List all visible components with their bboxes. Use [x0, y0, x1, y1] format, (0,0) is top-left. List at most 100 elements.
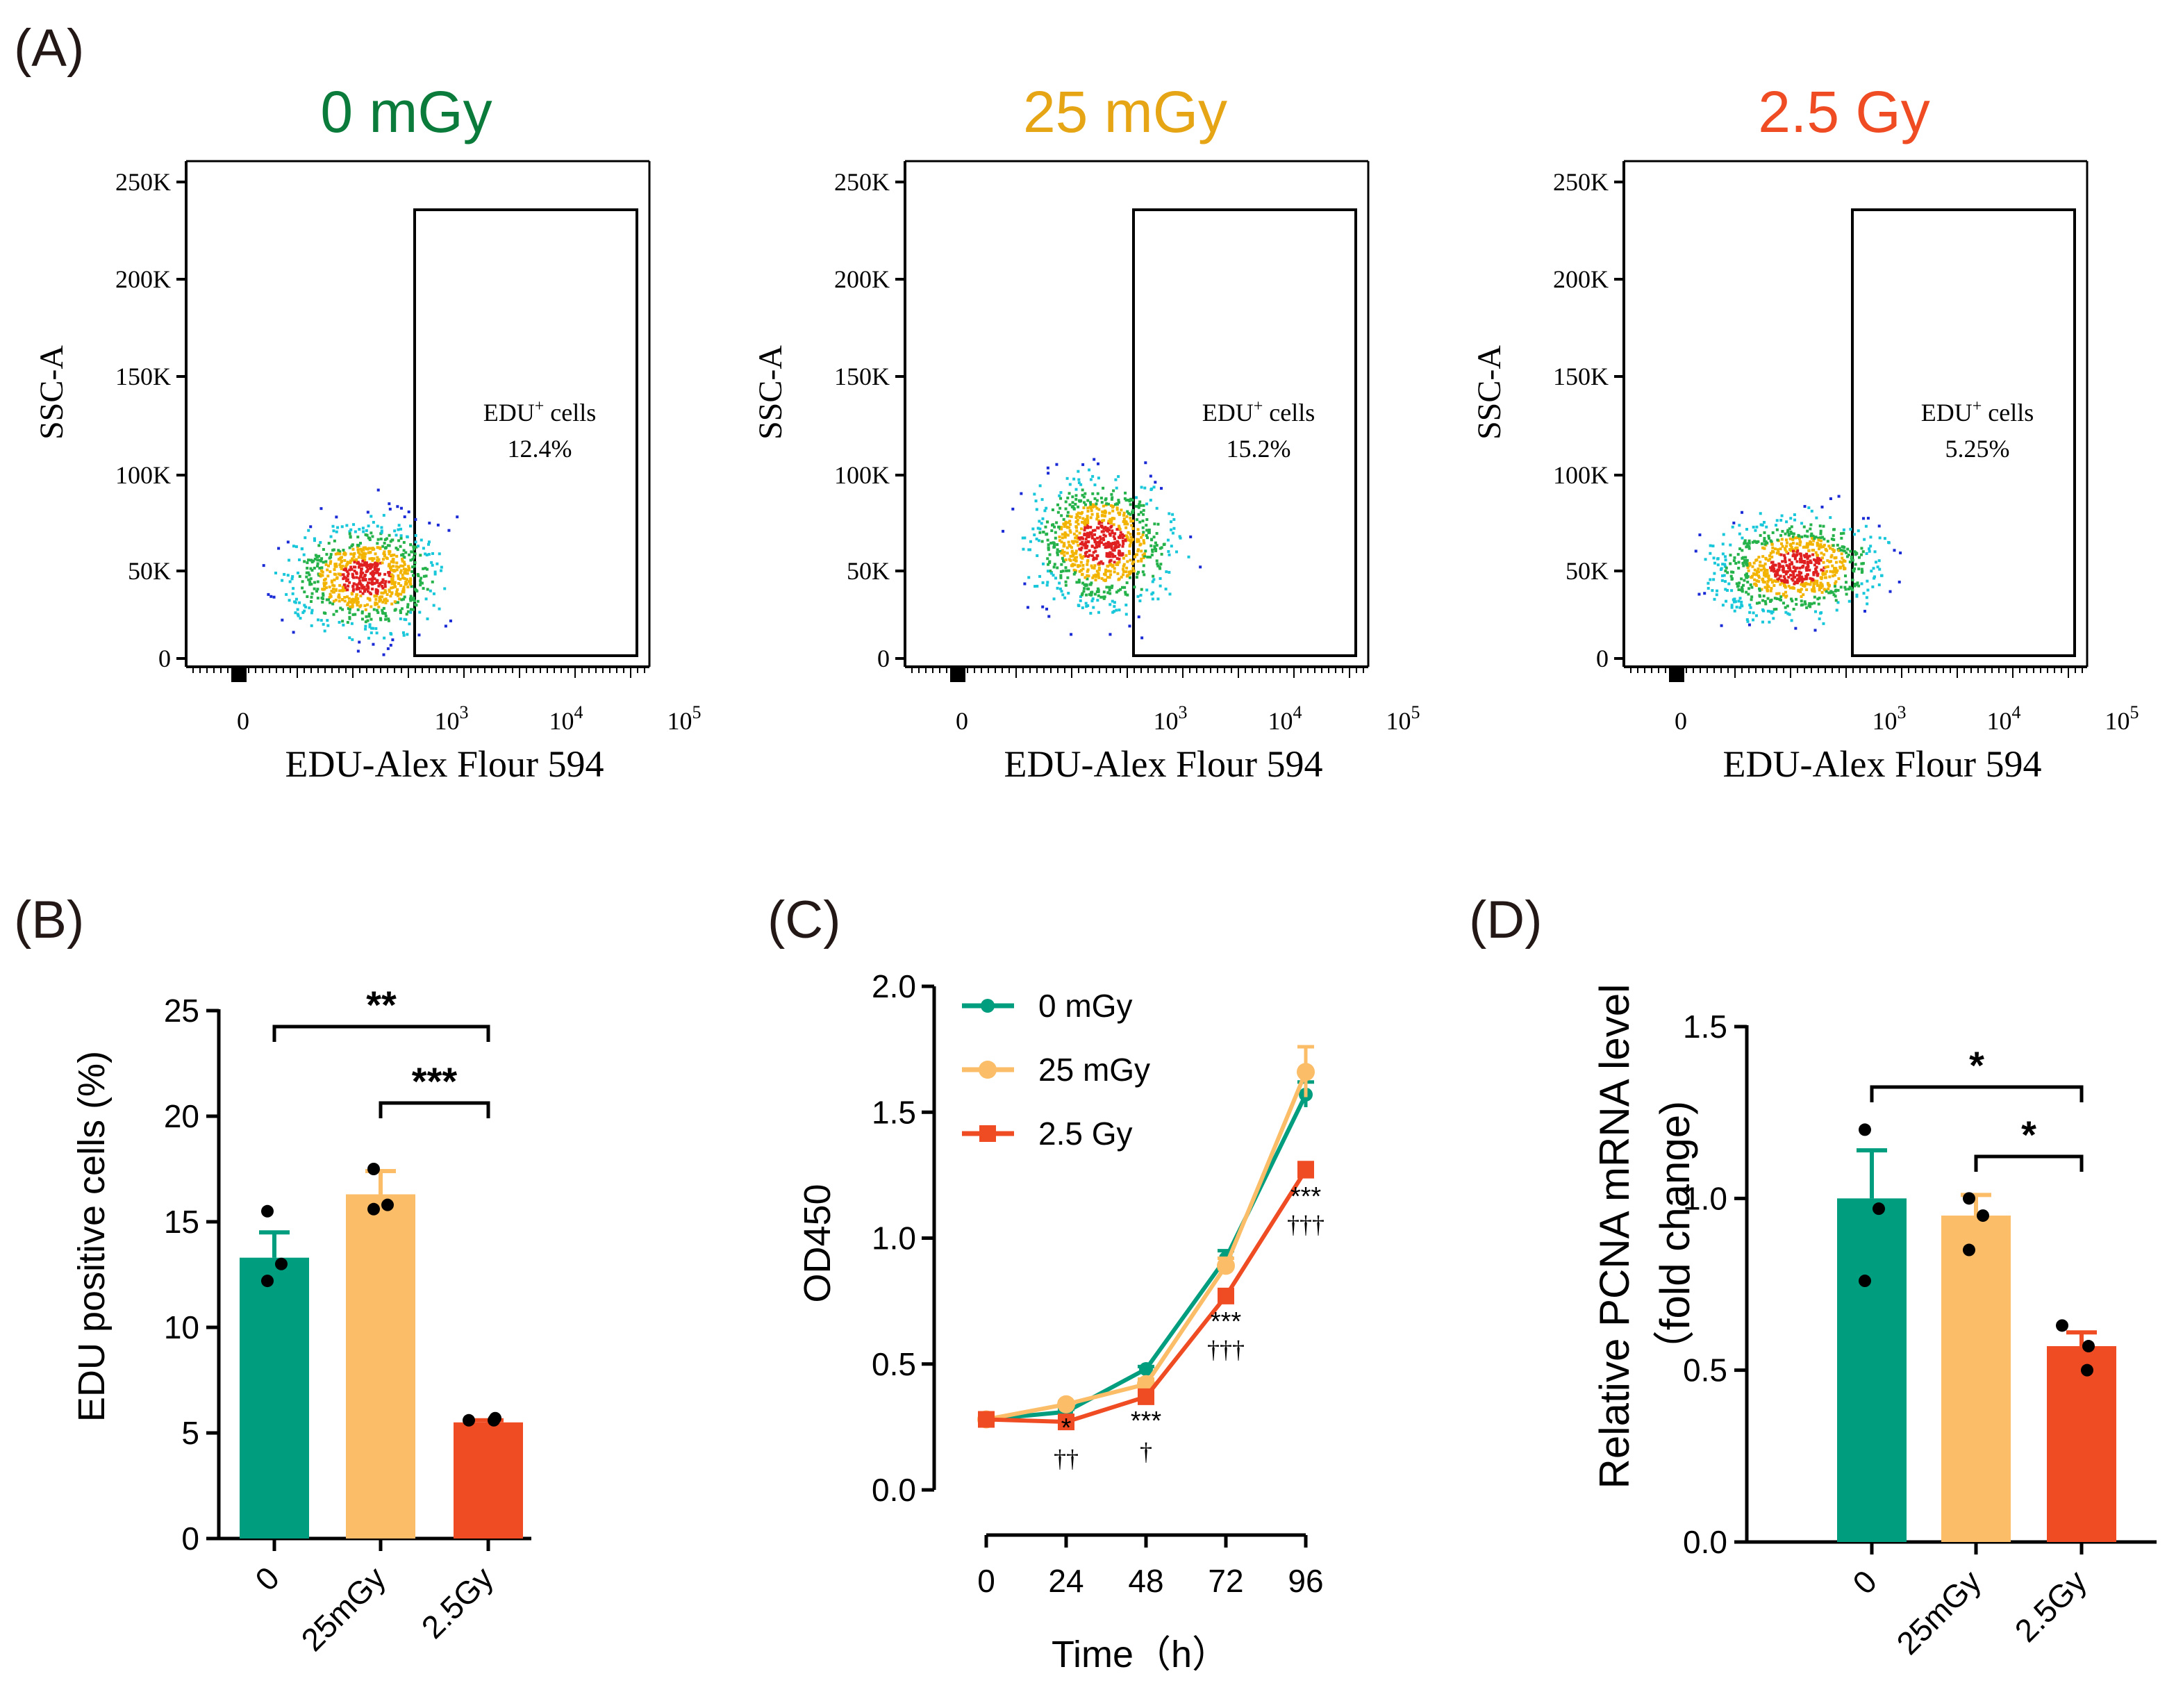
- event-dot: [1857, 556, 1861, 559]
- event-dot: [1812, 585, 1816, 588]
- gate-label-cells: cells: [544, 399, 596, 426]
- event-dot: [363, 561, 366, 565]
- event-dot: [367, 586, 370, 590]
- bar-25mGy: [1941, 1216, 2011, 1542]
- event-dot: [368, 597, 372, 601]
- event-dot: [1762, 595, 1766, 598]
- event-dot: [1098, 540, 1102, 543]
- event-dot: [1820, 568, 1823, 572]
- event-dot: [1172, 527, 1176, 530]
- event-dot: [1769, 539, 1772, 542]
- event-dot: [346, 603, 349, 606]
- event-dot: [1795, 560, 1799, 563]
- event-dot: [337, 572, 340, 576]
- event-dot: [1795, 603, 1798, 606]
- event-dot: [356, 599, 359, 602]
- event-dot: [1102, 536, 1105, 540]
- event-dot: [1784, 548, 1787, 552]
- event-dot: [1124, 539, 1127, 542]
- event-dot: [1766, 572, 1769, 575]
- event-dot: [1794, 536, 1797, 540]
- event-dot: [1084, 526, 1087, 529]
- event-dot: [1090, 545, 1094, 548]
- event-dot: [1061, 570, 1065, 573]
- event-dot: [1849, 549, 1852, 553]
- event-dot: [1822, 545, 1825, 549]
- event-dot: [1086, 509, 1090, 513]
- event-dot: [1763, 537, 1766, 540]
- event-dot: [1050, 572, 1054, 575]
- event-dot: [1780, 581, 1784, 584]
- event-dot: [1002, 529, 1005, 533]
- event-dot: [1171, 513, 1174, 516]
- event-dot: [1098, 520, 1102, 524]
- event-dot: [1709, 544, 1712, 547]
- event-dot: [1052, 597, 1056, 601]
- event-dot: [367, 524, 370, 528]
- event-dot: [1792, 608, 1795, 611]
- event-dot: [1813, 579, 1816, 583]
- event-dot: [363, 590, 366, 593]
- event-dot: [357, 551, 360, 554]
- event-dot: [1109, 517, 1112, 521]
- event-dot: [1093, 564, 1097, 567]
- event-dot: [1818, 547, 1821, 551]
- event-dot: [1775, 580, 1778, 583]
- event-dot: [376, 524, 379, 528]
- event-dot: [334, 588, 338, 591]
- event-dot: [1060, 590, 1063, 593]
- event-dot: [1058, 494, 1061, 497]
- event-dot: [1105, 552, 1109, 555]
- event-dot: [1839, 532, 1843, 536]
- event-dot: [1080, 593, 1084, 597]
- event-dot: [1781, 565, 1784, 568]
- event-dot: [1109, 563, 1113, 566]
- event-dot: [1713, 572, 1716, 575]
- event-dot: [343, 596, 347, 599]
- event-dot: [1137, 506, 1140, 509]
- event-dot: [1104, 526, 1107, 529]
- event-dot: [395, 568, 399, 572]
- event-dot: [422, 587, 425, 590]
- event-dot: [355, 576, 358, 579]
- event-dot: [1056, 553, 1059, 556]
- event-dot: [392, 561, 395, 564]
- event-dot: [1788, 527, 1791, 531]
- event-dot: [1748, 563, 1752, 566]
- event-dot: [1743, 540, 1747, 544]
- event-dot: [375, 589, 379, 592]
- event-dot: [357, 544, 360, 547]
- event-dot: [1763, 539, 1766, 542]
- event-dot: [388, 544, 391, 547]
- event-dot: [1109, 573, 1113, 577]
- event-dot: [1120, 508, 1123, 512]
- event-dot: [317, 554, 321, 558]
- event-dot: [409, 543, 413, 547]
- event-dot: [1788, 613, 1791, 616]
- event-dot: [1765, 525, 1768, 529]
- event-dot: [1089, 503, 1093, 506]
- event-dot: [399, 569, 403, 572]
- event-dot: [1800, 575, 1803, 579]
- event-dot: [1094, 504, 1097, 508]
- event-dot: [1755, 558, 1759, 562]
- event-dot: [1821, 536, 1825, 539]
- event-dot: [1779, 583, 1782, 586]
- event-dot: [1094, 578, 1097, 581]
- event-dot: [355, 558, 358, 561]
- event-dot: [405, 613, 408, 616]
- event-dot: [1066, 511, 1070, 514]
- event-dot: [1846, 547, 1850, 551]
- event-dot: [1812, 573, 1816, 577]
- event-dot: [1800, 599, 1803, 603]
- event-dot: [328, 596, 331, 599]
- event-dot: [1750, 586, 1754, 589]
- event-dot: [375, 579, 379, 582]
- event-dot: [397, 594, 400, 597]
- event-dot: [1170, 528, 1173, 531]
- event-dot: [401, 588, 405, 591]
- event-dot: [419, 579, 422, 583]
- event-dot: [1785, 595, 1788, 598]
- event-dot: [322, 592, 325, 595]
- event-dot: [1097, 573, 1100, 577]
